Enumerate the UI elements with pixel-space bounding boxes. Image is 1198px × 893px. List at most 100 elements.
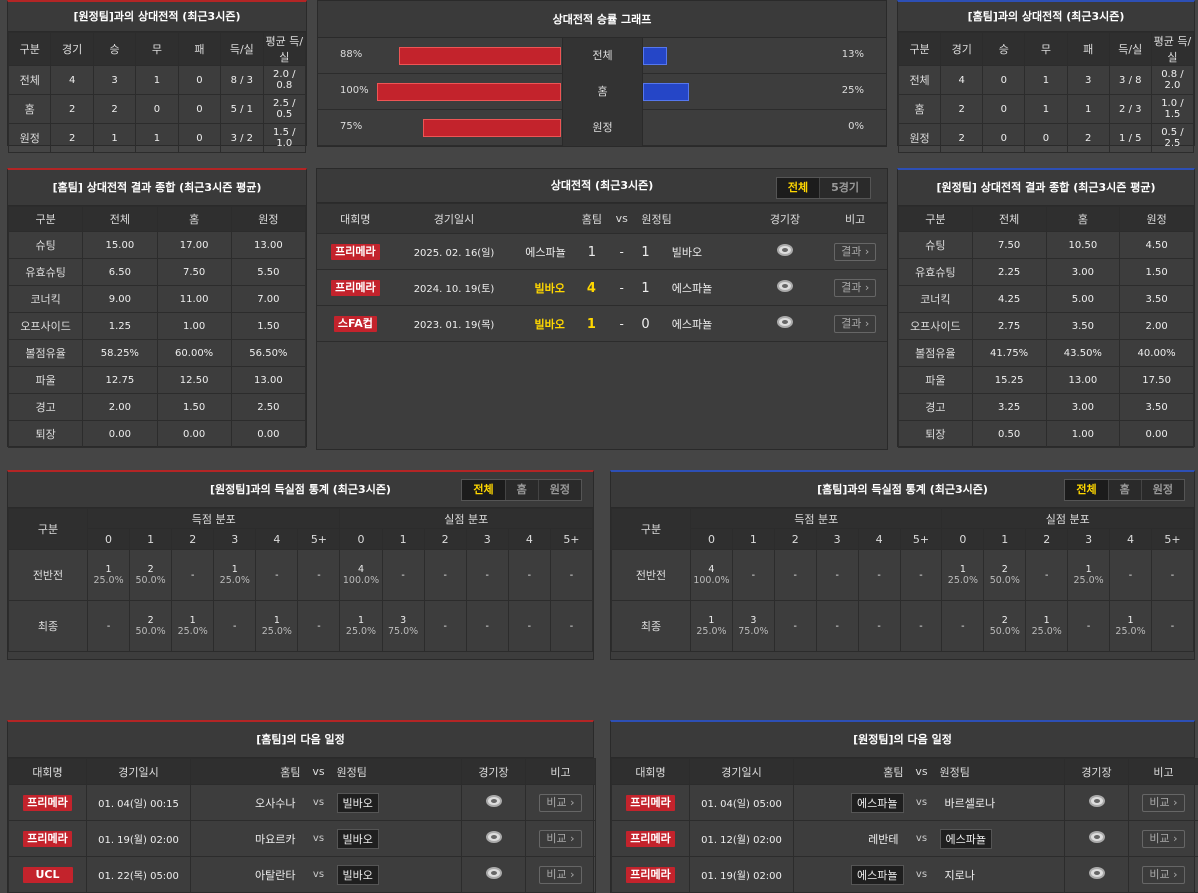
home-team-name: 빌바오 [534,281,565,295]
bucket-header: 2 [1025,528,1069,550]
percent: 25.0% [177,626,208,637]
table-row: 코너킥 9.00 11.00 7.00 [7,285,307,313]
percent: 100.0% [342,575,380,586]
away-summary-title: [원정팀] 상대전적 결과 종합 (최근3시즌 평균) [898,170,1194,206]
table-cell: 13.00 [230,231,307,259]
compare-button[interactable]: 비교 › [539,793,582,812]
stadium-icon[interactable] [777,280,793,292]
conceded-cell: - [549,549,594,601]
winrate-row: 88% 전체 13% [318,38,886,74]
table-cell: 2.5 / 0.5 [262,94,307,124]
date-cell: 01. 19(월) 02:00 [86,820,191,857]
table-cell: 0.00 [1119,420,1194,448]
column-header: 득/실 [1108,32,1152,66]
league-cell: 프리메라 [8,820,87,857]
result-button[interactable]: 결과 › [834,278,877,297]
column-header-league: 대회명 [611,758,690,785]
tab-0[interactable]: 전체 [462,480,506,500]
cell-content: 1 25.0% [1026,615,1067,637]
bucket-header: 3 [465,528,509,550]
compare-button[interactable]: 비교 › [1142,793,1185,812]
conceded-cell: 1 25.0% [1067,549,1111,601]
table-cell: 41.75% [971,339,1047,367]
tab-0[interactable]: 전체 [776,178,821,198]
header-row: 구분 전체 홈 원정 [898,206,1194,232]
match-row[interactable]: 스FA컵 2023. 01. 19(목) 빌바오 1-0 에스파뇰 결과 › [317,305,887,342]
cell-content: - [467,621,508,632]
league-cell: UCL [8,856,87,893]
tab-1[interactable]: 5경기 [831,181,859,194]
cell-content: 3 75.0% [733,615,774,637]
vs-cell: vs [300,784,337,821]
compare-button[interactable]: 비교 › [539,829,582,848]
stadium-icon[interactable] [777,316,793,328]
cell-content: 3 75.0% [383,615,424,637]
league-badge: UCL [22,866,73,883]
stadium-icon[interactable] [1088,867,1105,879]
away-next-panel: [원정팀]의 다음 일정 대회명 경기일시 홈팀 vs 원정팀 경기장 비고 프리메라 01. … [610,720,1198,893]
away-team-name: 지로나 [944,868,975,882]
h2h-matches-panel: 상대전적 (최근3시즌) 전체 5경기 대회명 경기일시 홈팀 vs 원정팀 경기장 비고 프리… [316,168,888,450]
header-row: 구분 전체 홈 원정 [7,206,307,232]
bucket-header: 1 [129,528,173,550]
cell-content: - [1152,621,1193,632]
table-cell: 0.5 / 2.5 [1150,123,1195,153]
home-team: 마요르카 [190,820,301,857]
away-pct: 0% [848,121,864,132]
count: - [835,620,839,632]
home-team-name: 오사수나 [255,796,296,810]
match-row[interactable]: 프리메라 2025. 02. 16(일) 에스파뇰 1-1 빌바오 결과 › [317,233,887,270]
count: - [485,620,489,632]
stadium-icon[interactable] [485,867,502,879]
compare-button[interactable]: 비교 › [539,865,582,884]
count: 4 [357,564,365,575]
count: 2 [147,615,154,626]
count: - [961,620,965,632]
stadium-icon[interactable] [485,795,502,807]
league-cell: 프리메라 [611,856,690,893]
conceded-header: 실점 분포 [339,508,593,529]
stadium-icon[interactable] [485,831,502,843]
table-cell: 1 [1024,94,1068,124]
row-label: 코너킥 [898,285,973,313]
row-label: 슈팅 [898,231,973,259]
conceded-cell: - [1025,549,1069,601]
stadium-icon[interactable] [777,244,793,256]
table-row: 오프사이드 2.75 3.50 2.00 [898,312,1194,340]
table-cell: 0.00 [230,420,307,448]
scored-cell: 1 25.0% [171,600,215,652]
count: - [190,569,195,581]
home-goals-title: [홈팀]과의 득실점 통계 (최근3시즌) 전체 홈 원정 [611,472,1194,508]
result-button[interactable]: 결과 › [834,242,877,261]
compare-button[interactable]: 비교 › [1142,865,1185,884]
stadium-icon[interactable] [1088,795,1105,807]
count: - [751,569,756,581]
table-cell: 3 / 2 [220,123,264,153]
tab-0[interactable]: 전체 [1065,480,1109,500]
table-cell: 43.50% [1045,339,1121,367]
table-cell: 2 [1066,123,1110,153]
home-team-name: 마요르카 [255,832,296,846]
table-cell: 1 [135,65,179,95]
table-cell: 0 [1024,123,1068,153]
compare-button[interactable]: 비교 › [1142,829,1185,848]
away-team: 빌바오 [336,856,462,893]
bucket-header: 3 [213,528,257,550]
count: 1 [273,615,280,626]
match-row[interactable]: 프리메라 2024. 10. 19(토) 빌바오 4-1 에스파뇰 결과 › [317,269,887,306]
home-team: 에스파뇰 1 [514,233,602,270]
table-row: 경고 2.00 1.50 2.50 [7,393,307,421]
cell-content: - [509,621,550,632]
stadium-icon[interactable] [1088,831,1105,843]
bucket-header: 0 [339,528,383,550]
count: - [485,569,489,581]
league-badge: 프리메라 [626,794,675,811]
result-button[interactable]: 결과 › [834,314,877,333]
tab-1[interactable]: 홈 [506,480,539,500]
tab-2[interactable]: 원정 [1152,483,1173,496]
tab-1[interactable]: 홈 [1109,480,1142,500]
tab-2[interactable]: 원정 [549,483,570,496]
vs-cell: vs [903,784,940,821]
h2h-tabs: 전체 5경기 [775,177,871,199]
